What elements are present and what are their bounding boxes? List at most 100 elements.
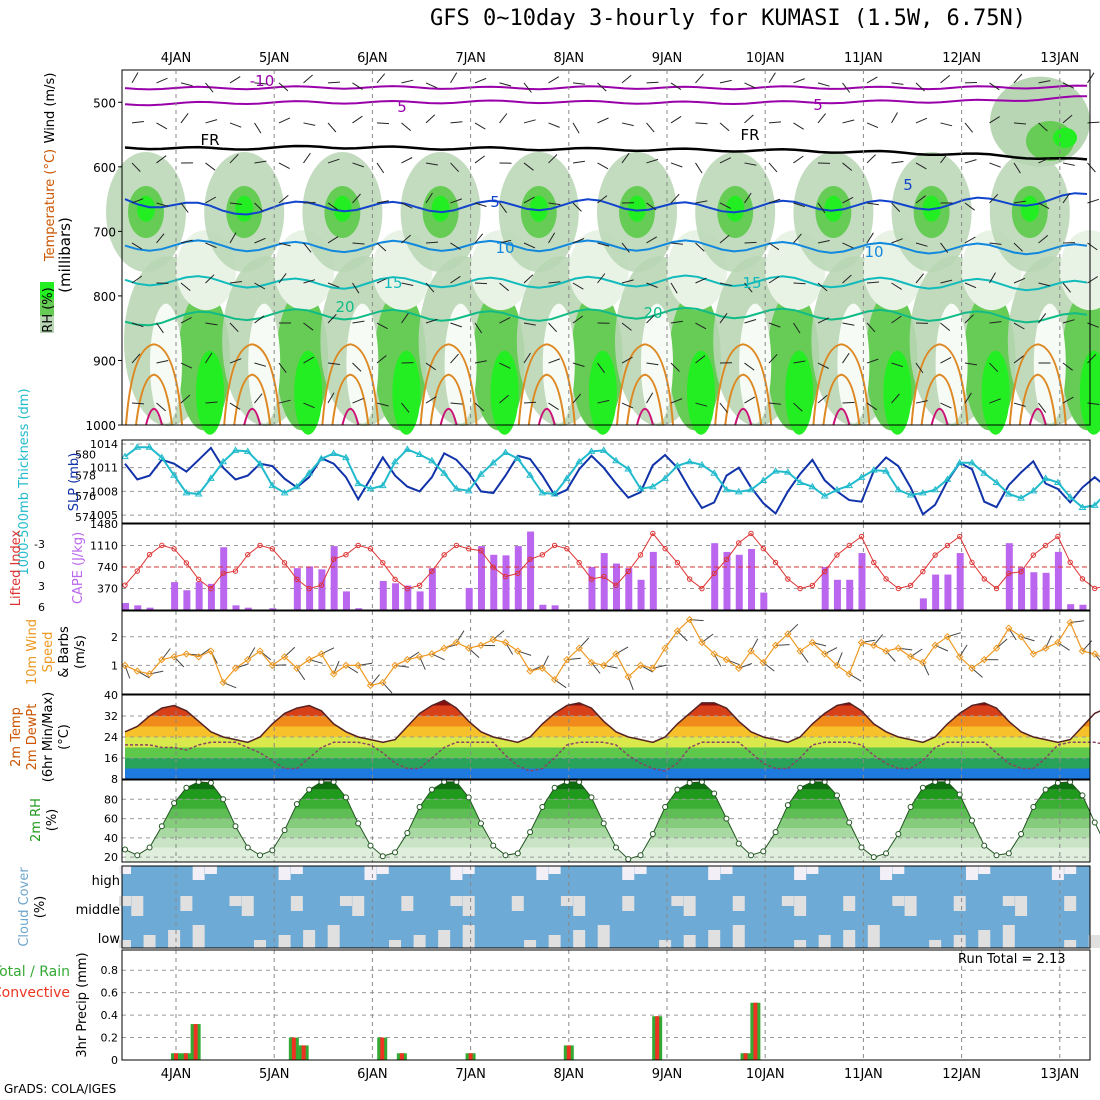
wind-barb <box>695 402 708 407</box>
wind-barb <box>548 76 560 84</box>
cape-tick-label: 1110 <box>90 540 118 553</box>
axis-label: Cloud Cover <box>17 867 32 947</box>
wind-barb <box>254 160 267 164</box>
isotherm-35 <box>537 407 556 426</box>
rh-point <box>490 842 497 849</box>
precip-axis-label: 3hr Precip (mm) <box>75 952 90 1057</box>
cloud-low-clear <box>573 930 586 948</box>
wind-barb <box>940 153 949 164</box>
wind-barb <box>842 119 855 124</box>
isotherm-25 <box>223 343 282 426</box>
cloud-high-clear <box>462 866 475 874</box>
rh-point <box>956 791 963 798</box>
cloud-high-clear <box>622 866 635 880</box>
wind-speed-point <box>121 661 129 670</box>
wind-barb <box>450 275 461 284</box>
wind-speed-point <box>636 661 645 670</box>
wind-barb <box>401 402 410 413</box>
isotherm-25 <box>812 343 871 426</box>
rh-fill-group <box>125 781 1090 862</box>
thickness-point <box>280 488 289 496</box>
wind-barb <box>597 273 606 284</box>
wind-speed-point <box>379 678 387 687</box>
thickness-point <box>256 459 264 467</box>
wind-barb <box>450 72 458 84</box>
wind-barb <box>1087 162 1096 173</box>
precip-convective-bar <box>380 1037 385 1060</box>
wind-barb <box>915 362 924 374</box>
wind-speed-point <box>158 655 166 664</box>
wind-barb <box>376 402 389 407</box>
rh-band <box>125 847 1090 862</box>
cloud-high-clear <box>880 866 893 880</box>
thickness-point <box>1029 486 1038 494</box>
cape-bar <box>502 555 510 610</box>
thickness-point <box>133 443 142 450</box>
wind-barb <box>229 402 241 410</box>
wind-barb <box>964 202 975 211</box>
isotherm-label: 20 <box>335 298 354 316</box>
cloud-row-label: low <box>98 932 121 947</box>
cape-bar <box>1067 604 1075 610</box>
precip-tick-label: 0 <box>111 1054 118 1067</box>
rh-point <box>171 800 178 807</box>
temp-tick-label: 24 <box>104 731 118 744</box>
rh-point <box>539 804 546 811</box>
wind-barb <box>842 401 855 404</box>
thickness-point <box>440 469 449 476</box>
rh-point <box>1067 778 1074 785</box>
cloud-middle-clear <box>462 896 475 916</box>
wind-barb <box>646 81 659 84</box>
wind-barb <box>425 82 438 89</box>
wind-barb <box>1087 322 1099 328</box>
cloud-middle-clear <box>573 896 586 916</box>
wind-barb <box>866 122 879 129</box>
wind-barb <box>229 122 242 128</box>
thickness-point <box>403 445 412 452</box>
lifted-index-point <box>134 568 140 574</box>
thickness-point <box>968 458 976 466</box>
rh-axis-label: RH (%) <box>41 287 56 332</box>
thickness-point <box>1017 494 1025 501</box>
rh-point <box>330 778 337 785</box>
wind-barb <box>793 360 806 364</box>
cape-tick-label: 740 <box>97 561 118 574</box>
wind-barb <box>915 162 927 170</box>
lifted-index-point <box>380 560 386 566</box>
precip-convective-bar <box>174 1053 178 1060</box>
wind-speed-point <box>329 670 338 678</box>
cloud-high-clear <box>278 866 291 880</box>
precip-convective-bar <box>753 1002 758 1060</box>
cape-bar <box>244 607 252 610</box>
wind-barb <box>1087 198 1100 204</box>
bottom-date-label: 7JAN <box>455 1067 486 1082</box>
rh-point <box>379 853 386 860</box>
rh-point <box>441 778 448 785</box>
thickness-tick-label: 576 <box>75 490 96 503</box>
temp-line <box>124 699 1100 744</box>
wind-barb <box>768 72 776 84</box>
wind-barb <box>278 82 289 92</box>
cape-bar <box>293 568 301 610</box>
cloud-high-clear <box>965 866 978 880</box>
lifted-index-point <box>453 542 460 549</box>
thickness-point <box>648 482 657 490</box>
wind-barb <box>646 202 657 211</box>
wind-barb <box>401 312 409 324</box>
rh-point <box>723 815 730 822</box>
wind-barb <box>989 116 1000 124</box>
rh-shade-dry <box>248 303 281 424</box>
wind-barb <box>401 79 414 84</box>
rh-point <box>649 831 656 838</box>
isotherm-35 <box>1028 407 1047 426</box>
wind-barb <box>670 242 683 245</box>
cloud-high-clear <box>450 866 463 880</box>
axis-label: 2m RH <box>29 798 44 842</box>
isotherm-label: FR <box>740 126 759 144</box>
wind-speed-point <box>919 658 927 667</box>
pressure-tick-label: 800 <box>93 290 116 304</box>
lifted-index-point <box>858 533 865 540</box>
wind-barb <box>1038 313 1047 324</box>
rh-shade-dry <box>150 303 182 424</box>
cape-axis-label: CAPE (J/kg) <box>71 532 86 604</box>
